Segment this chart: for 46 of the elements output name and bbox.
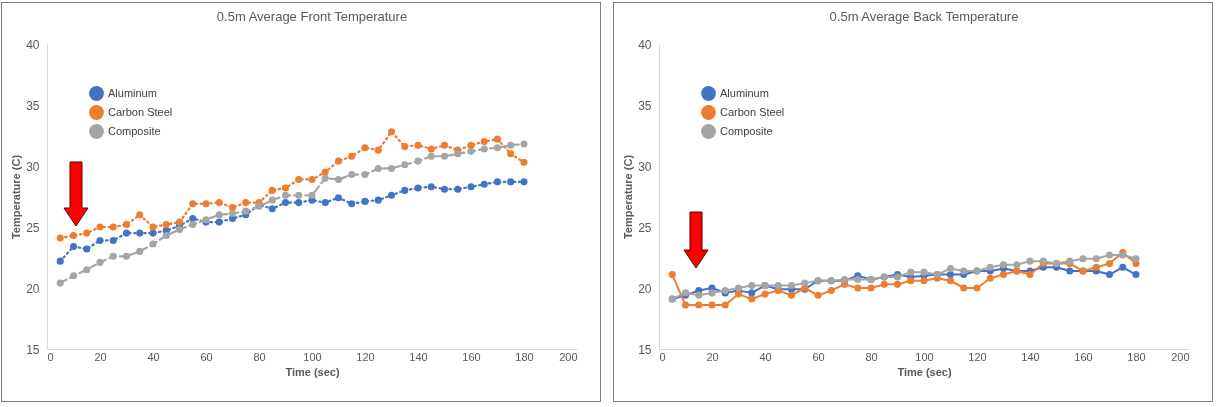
x-tick-label: 80 xyxy=(865,350,878,363)
legend-label: Carbon Steel xyxy=(108,105,173,118)
legend-label: Composite xyxy=(108,124,161,137)
x-tick-label: 80 xyxy=(253,350,266,363)
x-tick-label: 60 xyxy=(200,350,213,363)
x-tick-label: 120 xyxy=(968,350,987,363)
y-tick-label: 30 xyxy=(26,159,40,174)
chart-title: 0.5m Average Front Temperature xyxy=(216,9,408,24)
x-tick-label: 200 xyxy=(1171,350,1190,363)
y-tick-label: 20 xyxy=(638,281,652,296)
y-tick-label: 40 xyxy=(26,37,40,52)
x-tick-label: 200 xyxy=(559,350,578,363)
y-tick-label: 30 xyxy=(638,159,652,174)
y-tick-label: 25 xyxy=(26,220,40,235)
x-tick-label: 180 xyxy=(1127,350,1146,363)
x-tick-label: 40 xyxy=(759,350,772,363)
x-tick-label: 120 xyxy=(356,350,375,363)
x-tick-label: 160 xyxy=(462,350,481,363)
x-tick-label: 140 xyxy=(1021,350,1040,363)
y-tick-label: 35 xyxy=(26,98,40,113)
legend-label: Aluminum xyxy=(720,86,769,99)
chart-title: 0.5m Average Back Temperature xyxy=(829,9,1019,24)
x-tick-label: 60 xyxy=(812,350,825,363)
legend-label: Aluminum xyxy=(108,86,157,99)
y-tick-label: 40 xyxy=(638,37,652,52)
y-tick-label: 15 xyxy=(26,342,40,357)
x-tick-label: 160 xyxy=(1074,350,1093,363)
y-tick-label: 25 xyxy=(638,220,652,235)
legend-label: Composite xyxy=(720,124,773,137)
legend-label: Carbon Steel xyxy=(720,105,785,118)
y-tick-label: 15 xyxy=(638,342,652,357)
y-axis-title: Temperature (C) xyxy=(10,154,23,240)
y-tick-label: 20 xyxy=(26,281,40,296)
x-axis-title: Time (sec) xyxy=(285,365,340,378)
x-axis-title: Time (sec) xyxy=(897,365,952,378)
x-tick-label: 100 xyxy=(915,350,934,363)
x-tick-label: 20 xyxy=(706,350,719,363)
x-tick-label: 20 xyxy=(94,350,107,363)
y-axis-title: Temperature (C) xyxy=(622,154,635,240)
x-tick-label: 100 xyxy=(303,350,322,363)
x-tick-label: 0 xyxy=(47,350,54,363)
y-tick-label: 35 xyxy=(638,98,652,113)
x-tick-label: 140 xyxy=(409,350,428,363)
x-tick-label: 180 xyxy=(515,350,534,363)
x-tick-label: 0 xyxy=(659,350,666,363)
x-tick-label: 40 xyxy=(147,350,160,363)
